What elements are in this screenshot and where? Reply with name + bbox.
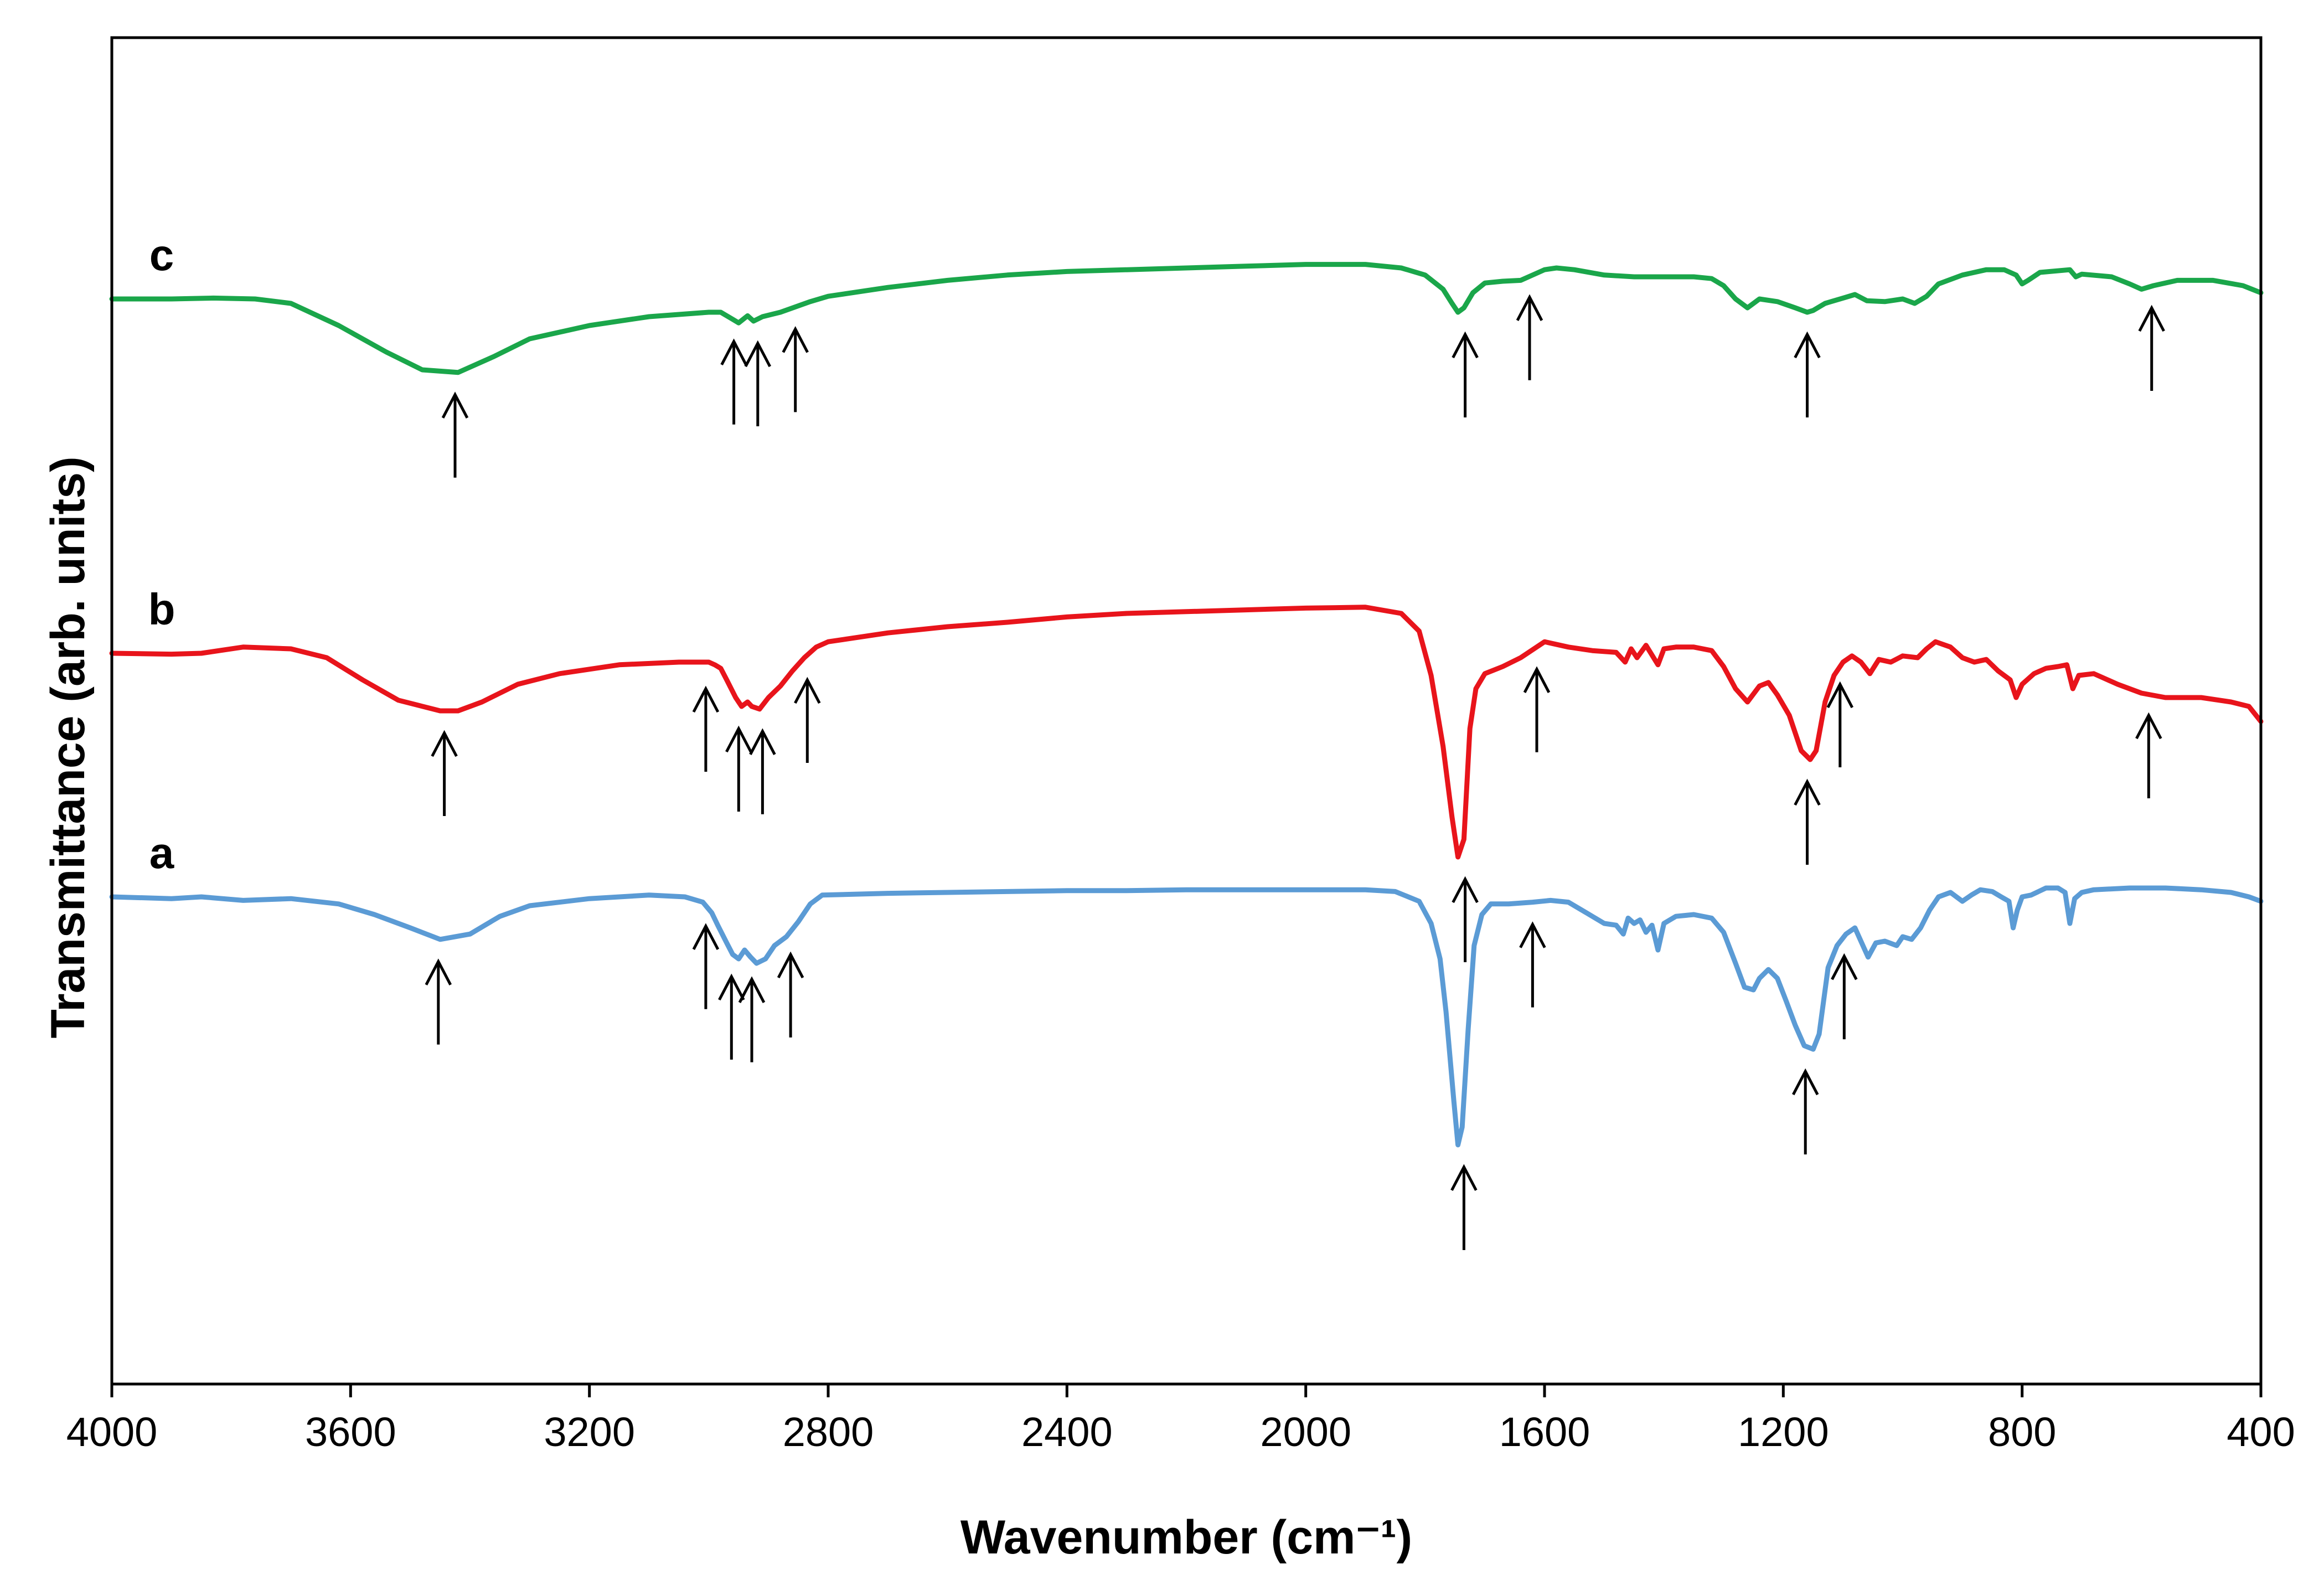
- y-axis-title: Transmittance (arb. units): [42, 456, 95, 1038]
- plot-area-frame: [110, 36, 2263, 1386]
- peak-arrow: [1826, 681, 1854, 767]
- peak-arrow: [718, 973, 745, 1060]
- peak-arrow: [1452, 876, 1479, 962]
- peak-arrow: [692, 685, 720, 772]
- peak-arrow: [2138, 304, 2165, 391]
- x-tick-label: 3600: [305, 1409, 396, 1455]
- series-line-c: [109, 262, 2264, 375]
- peak-arrow: [1794, 778, 1821, 865]
- peak-arrow: [441, 391, 469, 478]
- series-line-b: [109, 605, 2264, 860]
- x-tick-label: 800: [1988, 1409, 2056, 1455]
- peak-arrow: [720, 338, 747, 425]
- x-tick-label: 2000: [1260, 1409, 1351, 1455]
- x-tick-label: 2400: [1021, 1409, 1113, 1455]
- peak-arrow: [738, 976, 766, 1062]
- peak-arrow: [431, 730, 458, 816]
- series-label-c: c: [149, 230, 174, 280]
- peak-arrow: [725, 725, 752, 812]
- x-axis-title: Wavenumber (cm⁻¹): [960, 1511, 1412, 1564]
- arrow-layer: [425, 294, 2165, 1250]
- x-tick-label: 1200: [1738, 1409, 1829, 1455]
- peak-arrow: [1791, 1068, 1819, 1155]
- peak-arrow: [2135, 712, 2162, 798]
- peak-arrow: [794, 677, 821, 763]
- series-line-a: [109, 885, 2264, 1148]
- x-tick-label: 2800: [783, 1409, 874, 1455]
- x-tick-label: 1600: [1499, 1409, 1590, 1455]
- x-tick-label: 400: [2227, 1409, 2295, 1455]
- peak-arrow: [1523, 666, 1551, 752]
- peak-arrow: [777, 951, 804, 1037]
- series-label-a: a: [149, 828, 174, 877]
- peak-arrow: [749, 728, 776, 814]
- x-axis-ticks: 4000 3600 3200 2800 2400 2000 1600 1200 800 400: [66, 1384, 2295, 1455]
- series-label-b: b: [148, 585, 175, 634]
- x-tick-label: 4000: [66, 1409, 158, 1455]
- peak-arrow: [692, 923, 720, 1009]
- x-tick-label: 3200: [544, 1409, 635, 1455]
- series-label-layer: c b a: [148, 230, 175, 877]
- peak-arrow: [1516, 294, 1543, 380]
- peak-arrow: [1794, 331, 1821, 417]
- peak-arrow: [782, 326, 809, 412]
- peak-arrow: [1519, 921, 1546, 1008]
- peak-arrow: [1450, 1164, 1478, 1250]
- peak-arrow: [1831, 953, 1858, 1040]
- peak-arrow: [744, 340, 772, 426]
- series-layer: [109, 262, 2264, 1148]
- peak-arrow: [425, 958, 452, 1045]
- peak-arrow: [1452, 331, 1479, 417]
